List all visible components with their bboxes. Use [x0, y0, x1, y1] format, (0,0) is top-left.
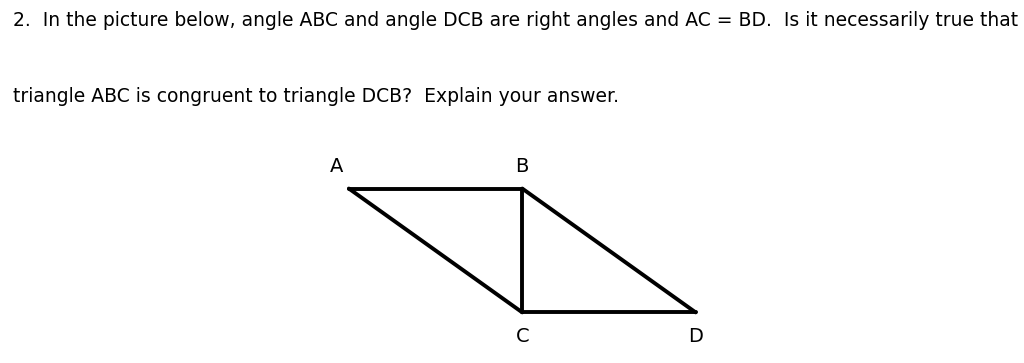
Text: 2.  In the picture below, angle ABC and angle DCB are right angles and AC = BD. : 2. In the picture below, angle ABC and a…	[13, 11, 1019, 30]
Text: A: A	[330, 157, 343, 176]
Text: triangle ABC is congruent to triangle DCB?  Explain your answer.: triangle ABC is congruent to triangle DC…	[13, 87, 620, 106]
Text: B: B	[515, 157, 529, 176]
Text: D: D	[688, 327, 703, 346]
Text: C: C	[515, 327, 529, 346]
